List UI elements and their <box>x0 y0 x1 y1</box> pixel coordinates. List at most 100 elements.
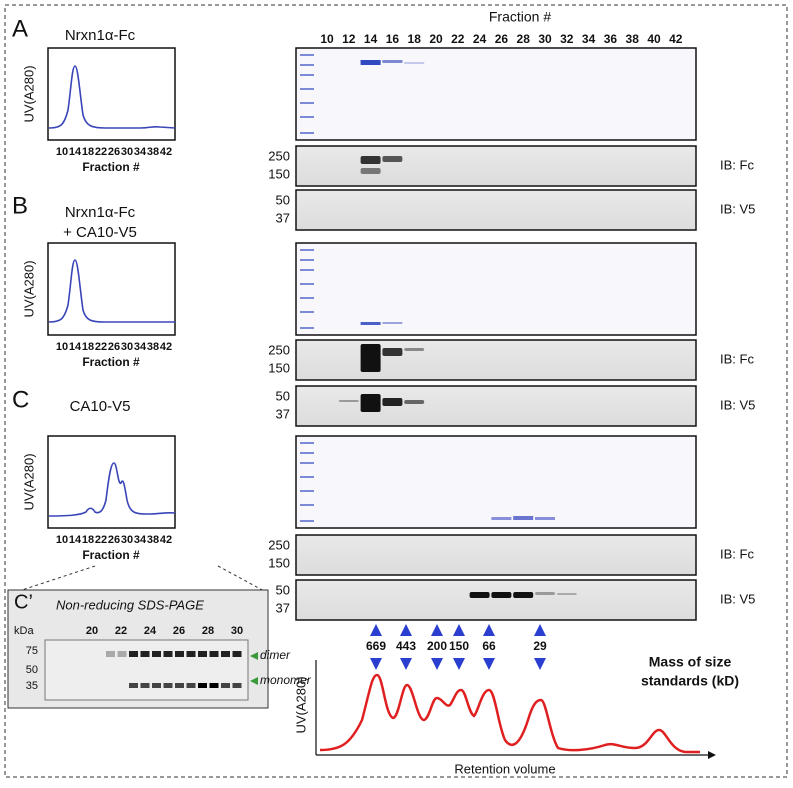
x-axis-label: Fraction # <box>82 548 140 562</box>
inset-marker: 50 <box>26 664 38 676</box>
inset-band <box>163 683 173 688</box>
y-axis-label: UV(A280) <box>21 65 36 122</box>
x-tick-label: 18 <box>82 146 94 158</box>
x-tick-label: 18 <box>82 534 94 546</box>
inset-band <box>163 651 173 657</box>
marker-arrow <box>453 658 465 670</box>
marker-arrow <box>453 624 465 636</box>
fraction-number: 40 <box>647 32 661 46</box>
gel <box>295 435 697 529</box>
panel-title: CA10-V5 <box>70 398 131 415</box>
x-tick-label: 30 <box>121 534 133 546</box>
marker-arrow <box>534 658 546 670</box>
marker-arrow <box>483 624 495 636</box>
blot-band <box>360 394 381 412</box>
blot-label: IB: Fc <box>720 157 754 172</box>
x-tick-label: 22 <box>95 146 107 158</box>
blot-band <box>338 400 359 402</box>
ladder-band <box>300 452 314 454</box>
blot <box>295 385 697 427</box>
ladder-band <box>300 520 314 522</box>
gel <box>295 242 697 336</box>
blot-band <box>469 592 490 598</box>
lane-number: 22 <box>115 625 127 637</box>
lane-number: 28 <box>202 625 214 637</box>
inset-band <box>117 651 127 657</box>
x-axis-label: Fraction # <box>82 355 140 369</box>
inset-band <box>175 651 184 657</box>
fraction-number: 26 <box>495 32 509 46</box>
panel-title: + CA10-V5 <box>63 224 137 241</box>
blot-band <box>404 348 425 351</box>
gel-band <box>404 62 425 64</box>
standard-mass: 669 <box>366 639 386 653</box>
x-tick-label: 42 <box>160 146 172 158</box>
mw-marker: 250 <box>268 148 290 163</box>
band-label: monomer <box>260 673 312 687</box>
lane-number: 30 <box>231 625 243 637</box>
x-tick-label: 26 <box>108 146 120 158</box>
fraction-number: 16 <box>386 32 400 46</box>
mw-marker: 50 <box>276 192 290 207</box>
x-tick-label: 38 <box>147 146 159 158</box>
x-tick-label: 30 <box>121 146 133 158</box>
ladder-band <box>300 116 314 118</box>
plot-frame <box>47 242 176 336</box>
inset-band <box>106 651 115 657</box>
mw-marker: 50 <box>276 582 290 597</box>
panel-title: Nrxn1α-Fc <box>65 204 136 221</box>
inset-band <box>129 683 138 688</box>
x-tick-label: 30 <box>121 341 133 353</box>
blot-band <box>404 400 425 404</box>
ladder-band <box>300 327 314 329</box>
blot-band <box>556 593 577 595</box>
standard-mass: 29 <box>533 639 547 653</box>
inset-gel <box>44 639 249 701</box>
ladder-band <box>300 476 314 478</box>
gel-band <box>382 60 403 63</box>
plot-frame <box>47 435 176 529</box>
blot-label: IB: V5 <box>720 201 755 216</box>
x-axis-label: Fraction # <box>82 160 140 174</box>
inset-band <box>209 651 219 657</box>
fraction-number: 32 <box>560 32 574 46</box>
band-arrow <box>250 652 258 660</box>
mw-marker: 150 <box>268 360 290 375</box>
blot-band <box>382 398 403 406</box>
standard-mass: 66 <box>482 639 496 653</box>
ladder-band <box>300 54 314 56</box>
standards-title: standards (kD) <box>641 673 739 689</box>
mw-marker: 37 <box>276 210 290 225</box>
x-tick-label: 34 <box>134 534 147 546</box>
band-label: dimer <box>260 648 291 662</box>
marker-arrow <box>483 658 495 670</box>
y-axis-label: UV(A280) <box>293 676 308 733</box>
mw-marker: 250 <box>268 342 290 357</box>
band-arrow <box>250 677 258 685</box>
x-tick-label: 10 <box>56 534 68 546</box>
x-tick-label: 34 <box>134 146 147 158</box>
fraction-number: 28 <box>517 32 531 46</box>
standard-mass: 150 <box>449 639 469 653</box>
standards-trace <box>319 673 700 754</box>
ladder-band <box>300 64 314 66</box>
blot <box>295 579 697 621</box>
inset-marker: 35 <box>26 680 38 692</box>
blot-band <box>535 592 555 595</box>
x-tick-label: 14 <box>69 341 82 353</box>
blot-label: IB: Fc <box>720 546 754 561</box>
fraction-number: 10 <box>320 32 334 46</box>
blot-label: IB: Fc <box>720 351 754 366</box>
blot-band <box>513 592 534 598</box>
fraction-number: 14 <box>364 32 378 46</box>
gel-band <box>360 60 381 65</box>
inset-title: Non-reducing SDS-PAGE <box>56 597 204 612</box>
ladder-band <box>300 297 314 299</box>
zoom-line <box>15 565 96 593</box>
x-tick-label: 22 <box>95 341 107 353</box>
x-tick-label: 42 <box>160 341 172 353</box>
blot-band <box>360 156 381 164</box>
uv-trace <box>48 462 176 517</box>
mw-marker: 150 <box>268 166 290 181</box>
inset-band <box>140 651 150 657</box>
